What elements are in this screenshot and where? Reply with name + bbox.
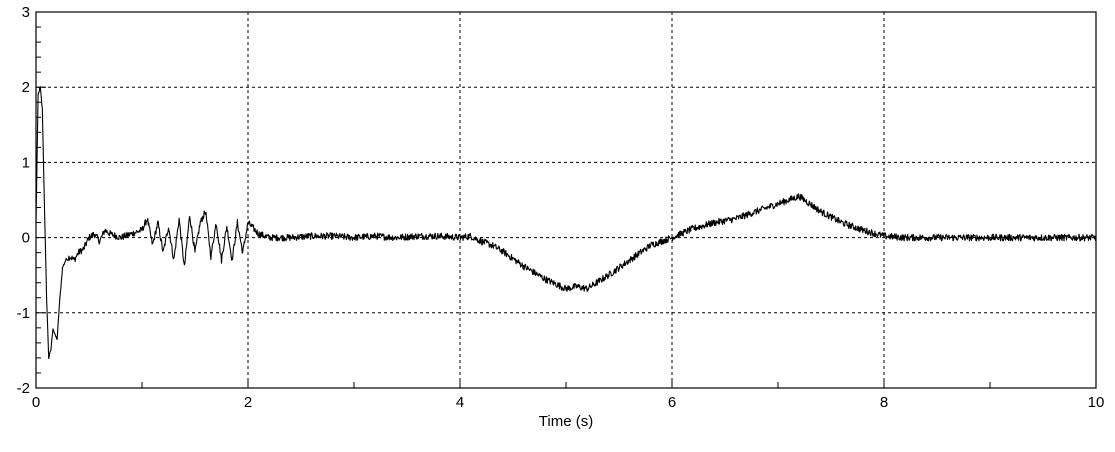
y-tick-label: 2 (22, 79, 30, 96)
x-tick-label: 8 (880, 394, 888, 411)
y-tick-labels: -2 -1 0 1 2 3 (17, 4, 30, 397)
y-tick-label: -2 (17, 380, 30, 397)
minor-ticks (36, 26, 991, 388)
x-tick-label: 4 (456, 394, 464, 411)
x-tick-label: 2 (244, 394, 252, 411)
series-layer (35, 86, 1097, 360)
x-tick-label: 0 (32, 394, 40, 411)
series-line (35, 86, 1097, 360)
x-tick-label: 10 (1088, 394, 1105, 411)
y-tick-label: 3 (22, 4, 30, 21)
y-tick-label: -1 (17, 305, 30, 322)
x-tick-labels: 0 2 4 6 8 10 (32, 394, 1105, 411)
x-axis-title: Time (s) (539, 413, 593, 430)
y-tick-label: 0 (22, 230, 30, 247)
x-tick-label: 6 (668, 394, 676, 411)
y-tick-label: 1 (22, 154, 30, 171)
